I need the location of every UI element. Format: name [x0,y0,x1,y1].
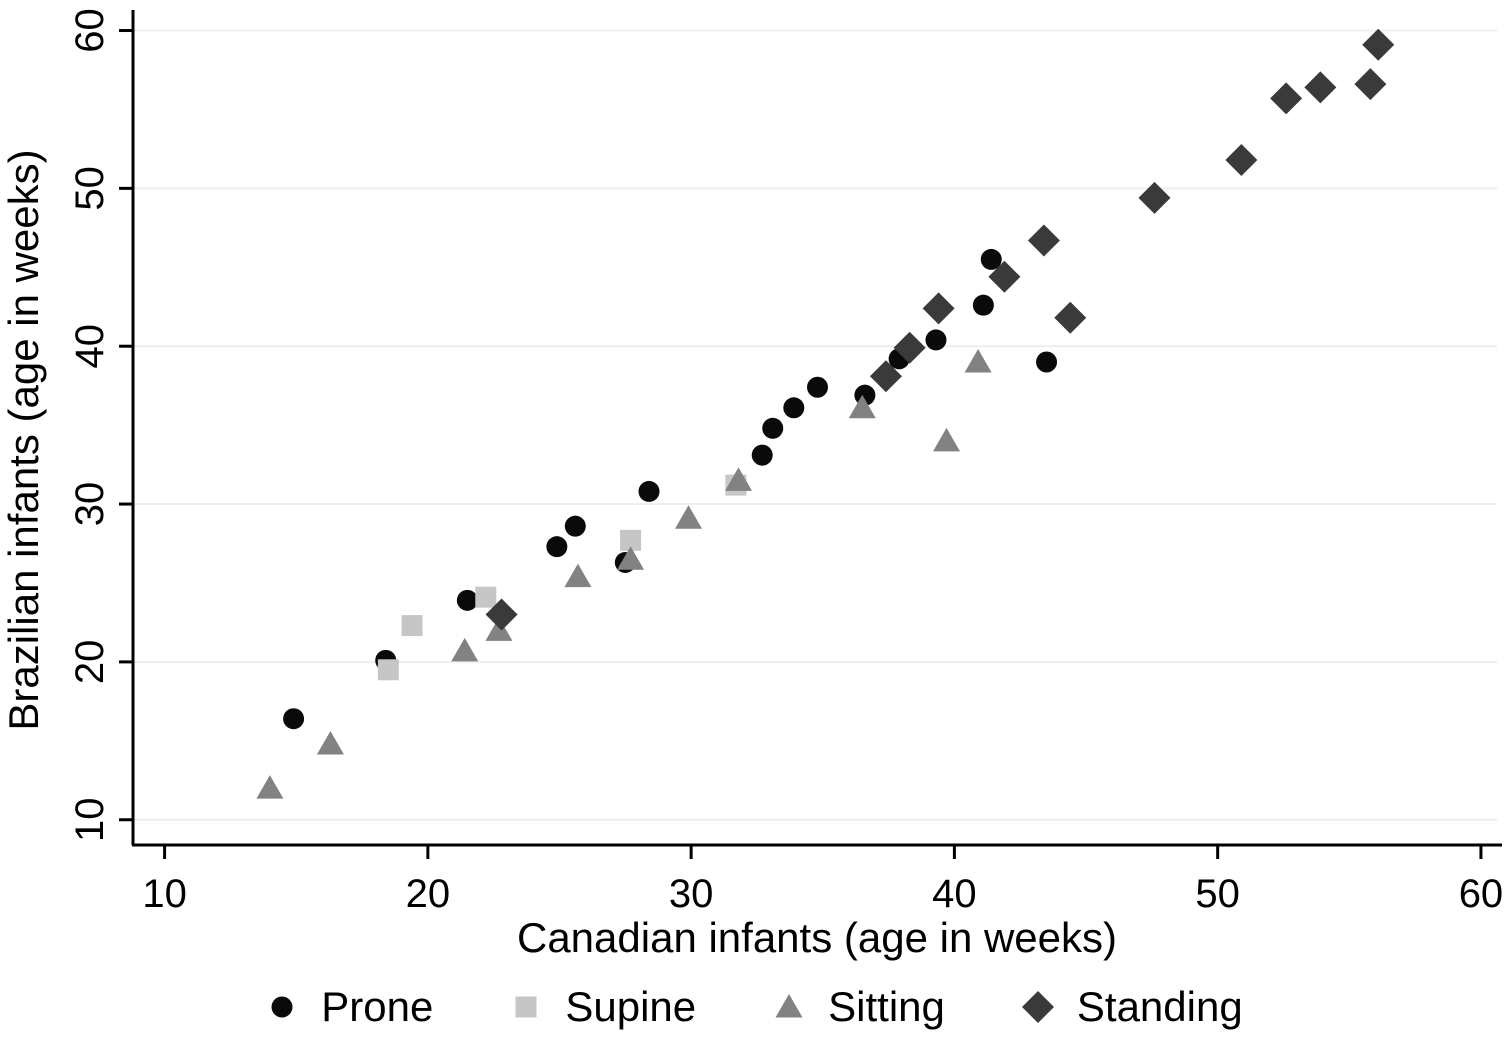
legend-item-sitting: Sitting [772,982,945,1030]
sitting-triangle-icon [775,993,803,1017]
svg-text:60: 60 [1459,872,1504,916]
svg-text:10: 10 [68,797,112,842]
svg-text:50: 50 [1195,872,1240,916]
prone-circle-icon [271,996,293,1017]
axes [131,10,1502,847]
y-axis-title: Brazilian infants (age in weeks) [0,149,47,730]
svg-text:10: 10 [142,872,187,916]
svg-text:20: 20 [68,640,112,685]
legend-item-supine: Supine [509,982,697,1030]
svg-text:30: 30 [669,872,714,916]
tick-labels: 10 20 30 40 50 60 10 20 30 40 50 60 [68,8,1503,916]
legend: Prone Supine Sitting Standing [0,962,1508,1051]
svg-text:40: 40 [932,872,977,916]
standing-diamond-icon [1021,990,1054,1023]
svg-text:20: 20 [406,872,451,916]
svg-text:40: 40 [68,324,112,369]
legend-label-sitting: Sitting [828,982,945,1030]
gridlines [133,29,1497,821]
svg-text:30: 30 [68,482,112,527]
plot-markers [256,28,1395,799]
scatter-plot: 10 20 30 40 50 60 10 20 30 40 50 60 Canadian infant… [0,8,1503,961]
x-axis-title: Canadian infants (age in weeks) [517,914,1117,961]
supine-square-icon [515,996,537,1017]
legend-item-prone: Prone [265,982,434,1030]
legend-item-standing: Standing [1021,982,1243,1030]
svg-text:50: 50 [68,166,112,211]
legend-label-standing: Standing [1076,982,1243,1030]
svg-text:60: 60 [68,8,112,53]
legend-label-supine: Supine [565,982,697,1030]
legend-label-prone: Prone [321,982,434,1030]
